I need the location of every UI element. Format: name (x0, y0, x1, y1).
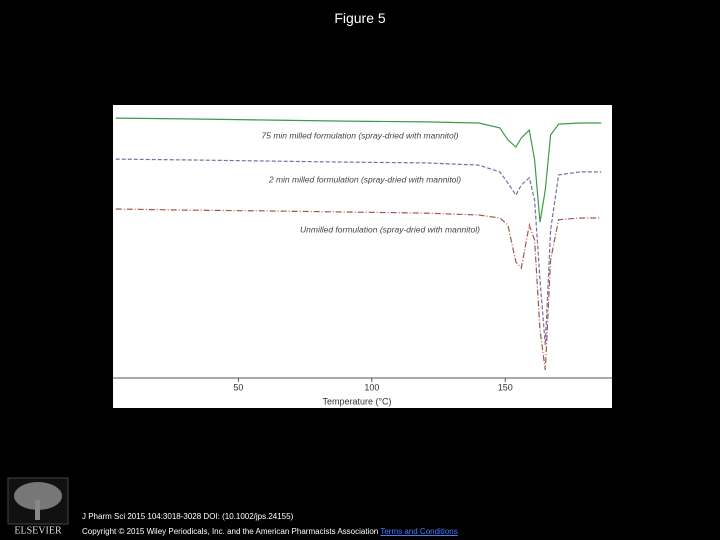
x-tick-label: 100 (364, 382, 379, 392)
terms-link[interactable]: Terms and Conditions (380, 527, 458, 536)
chart-background (113, 105, 612, 408)
slide-title: Figure 5 (334, 10, 386, 26)
series-label: 75 min milled formulation (spray-dried w… (262, 130, 459, 140)
copyright: Copyright © 2015 Wiley Periodicals, Inc.… (82, 527, 379, 536)
series-line (115, 208, 602, 371)
citation: J Pharm Sci 2015 104:3018-3028 DOI: (10.… (82, 512, 294, 521)
series-label: 2 min milled formulation (spray-dried wi… (268, 174, 461, 184)
x-axis-label: Temperature (°C) (322, 396, 391, 406)
series-label: Unmilled formulation (spray-dried with m… (300, 224, 480, 234)
logo-text: ELSEVIER (14, 525, 62, 536)
logo: ELSEVIER (7, 477, 69, 536)
x-tick-label: 150 (498, 382, 513, 392)
x-tick-label: 50 (233, 382, 243, 392)
series-line (115, 158, 602, 346)
copyright-line: Copyright © 2015 Wiley Periodicals, Inc.… (82, 527, 458, 536)
series-line (115, 117, 602, 223)
